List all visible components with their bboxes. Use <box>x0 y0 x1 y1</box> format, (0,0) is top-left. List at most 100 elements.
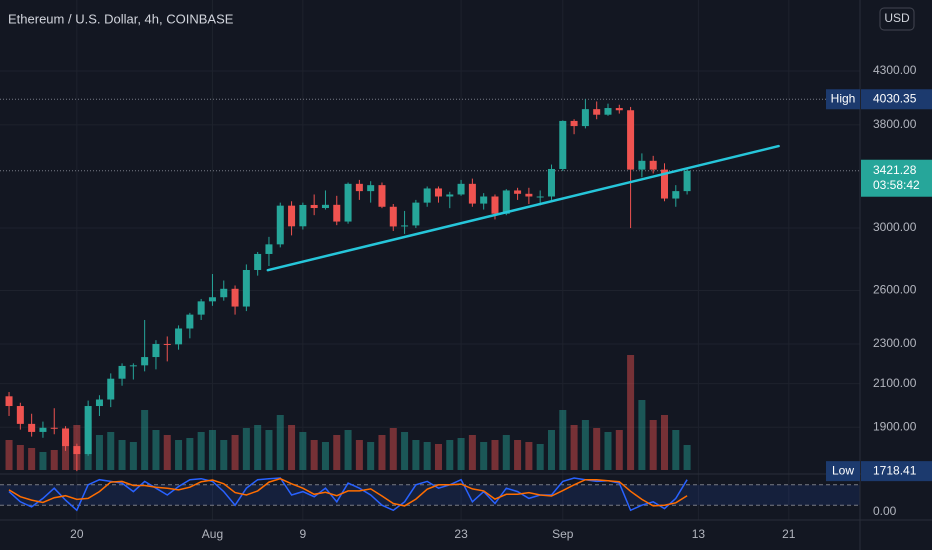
volume-bar <box>502 435 510 470</box>
volume-bar <box>118 440 126 470</box>
volume-bar <box>175 440 183 470</box>
volume-bar <box>434 444 442 470</box>
trendline <box>266 144 780 272</box>
candle-body <box>84 406 92 455</box>
candle-body <box>28 423 36 432</box>
x-tick-label: 21 <box>782 527 796 541</box>
candle-body <box>276 205 284 245</box>
candle-body <box>254 253 262 270</box>
volume-bar <box>559 410 567 470</box>
volume-bar <box>16 445 24 470</box>
candle-body <box>242 269 250 307</box>
volume-bar <box>378 435 386 470</box>
volume-bar <box>638 400 646 470</box>
volume-bar <box>457 438 465 470</box>
candle-body <box>491 196 499 214</box>
candle-body <box>536 196 544 198</box>
candle-body <box>175 328 183 345</box>
volume-bar <box>547 430 555 470</box>
volume-bar <box>367 442 375 470</box>
currency-label[interactable]: USD <box>884 11 910 25</box>
volume-bar <box>344 430 352 470</box>
candle-body <box>141 357 149 366</box>
candle-body <box>593 109 601 115</box>
volume-bar <box>672 430 680 470</box>
volume-bar <box>265 430 273 470</box>
candle-body <box>152 343 160 358</box>
candle-body <box>581 109 589 127</box>
y-tick-label: 3800.00 <box>873 117 917 131</box>
volume-bar <box>514 440 522 470</box>
candle-body <box>321 204 329 209</box>
candle-body <box>525 193 533 197</box>
volume-bar <box>536 444 544 470</box>
volume-bar <box>525 442 533 470</box>
candle-body <box>683 170 691 192</box>
candle-body <box>344 183 352 222</box>
candle-body <box>367 185 375 192</box>
volume-bar <box>593 428 601 470</box>
candle-body <box>502 190 510 214</box>
stochastic-tick-label: 0.00 <box>873 504 897 518</box>
volume-bar <box>423 442 431 470</box>
price-tag-name-box <box>826 461 860 482</box>
volume-bar <box>299 432 307 470</box>
candle-body <box>423 188 431 203</box>
candle-body <box>73 446 81 455</box>
candle-body <box>627 110 635 170</box>
volume-bar <box>615 430 623 470</box>
volume-bar <box>276 415 284 470</box>
volume-bar <box>28 448 36 470</box>
price-tag-name-box <box>826 89 860 110</box>
volume-bar <box>468 435 476 470</box>
grid <box>0 0 860 520</box>
stochastic-line <box>8 477 688 507</box>
volume-bar <box>107 432 115 470</box>
price-tag-value: 4030.35 <box>873 91 917 105</box>
candle-body <box>107 378 115 400</box>
price-pane <box>0 98 860 472</box>
x-tick-label: Aug <box>202 527 223 541</box>
candle-body <box>378 185 386 207</box>
y-tick-label: 3000.00 <box>873 220 917 234</box>
candle-body <box>638 160 646 170</box>
candle-body <box>672 191 680 199</box>
volume-bar <box>480 442 488 470</box>
candle-body <box>62 428 70 447</box>
candle-body <box>118 365 126 379</box>
candle-body <box>401 225 409 227</box>
y-tick-label: 1900.00 <box>873 419 917 433</box>
price-tag-box <box>861 461 932 482</box>
volume-bar <box>141 410 149 470</box>
y-tick-label: 2600.00 <box>873 283 917 297</box>
candle-body <box>649 160 657 170</box>
x-tick-label: Sep <box>552 527 574 541</box>
candle-body <box>16 406 24 424</box>
price-tag-name: High <box>831 91 856 105</box>
y-tick-label: 4300.00 <box>873 63 917 77</box>
volume-bar <box>660 415 668 470</box>
candle-body <box>310 204 318 209</box>
volume-bar <box>581 420 589 470</box>
x-tick-label: 9 <box>300 527 307 541</box>
candle-body <box>468 183 476 204</box>
volume-bar <box>220 440 228 470</box>
volume-bar <box>152 430 160 470</box>
candle-body <box>50 427 58 429</box>
currency-button[interactable] <box>879 7 915 31</box>
candle-body <box>604 108 612 115</box>
candle-body <box>660 169 668 199</box>
volume-bar <box>627 355 635 470</box>
x-tick-label: 13 <box>692 527 706 541</box>
candle-body <box>129 365 137 367</box>
price-tag-name: Low <box>832 463 854 477</box>
volume-bar <box>242 428 250 470</box>
candle-body <box>197 301 205 315</box>
volume-bar <box>288 425 296 470</box>
candle-body <box>220 288 228 298</box>
volume-bar <box>197 432 205 470</box>
stochastic-pane <box>0 477 860 512</box>
candle-body <box>186 314 194 329</box>
